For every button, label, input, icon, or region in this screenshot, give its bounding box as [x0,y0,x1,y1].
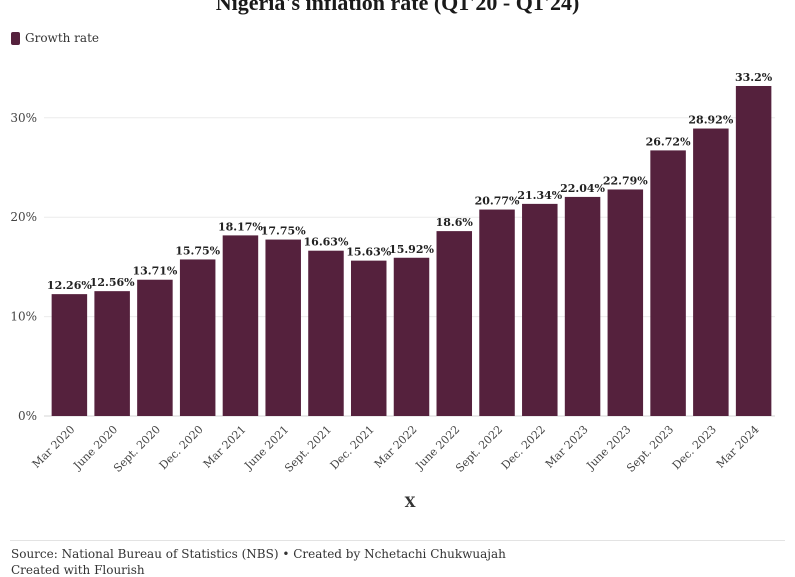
bar[interactable] [650,150,686,416]
y-axis: 0% 10% 20% 30% [10,111,37,423]
bar[interactable] [564,196,601,416]
bar[interactable] [94,291,130,416]
bar[interactable] [436,231,473,416]
data-label: 12.56% [90,276,135,289]
legend-label: Growth rate [25,31,99,45]
y-tick-label: 20% [10,210,37,224]
bars [51,85,772,416]
bar[interactable] [693,128,729,416]
bar-chart: 0% 10% 20% 30% 12.26%12.56%13.71% 15.75% 18.1… [10,71,775,511]
data-label: 22.04% [560,182,605,195]
bar[interactable] [393,257,430,416]
data-label: 22.79% [603,174,648,187]
data-label: 15.75% [175,244,220,257]
bar[interactable] [350,260,387,416]
bar[interactable] [479,209,515,416]
x-tick-label: Dec. 2022 [499,423,548,472]
bar[interactable] [735,85,772,416]
x-tick-label: Dec. 2023 [670,423,719,472]
y-tick-label: 10% [10,310,37,324]
footer-divider [10,540,785,541]
data-labels: 12.26%12.56%13.71% 15.75% 18.17%17.75%16.6… [47,71,773,292]
data-label: 13.71% [132,265,177,278]
data-label: 28.92% [688,114,733,127]
data-label: 12.26% [47,279,92,292]
x-tick-label: Dec. 2021 [328,423,377,472]
chart-title: Nigeria's inflation rate (Q1'20 - Q1'24) [215,0,580,15]
legend[interactable]: Growth rate [11,31,99,45]
x-axis-title: X [405,495,416,511]
data-label: 26.72% [646,135,691,148]
bar[interactable] [222,235,259,416]
y-tick-label: 0% [18,409,37,423]
x-tick-label: Mar 2024 [714,423,762,471]
bar[interactable] [265,239,301,416]
data-label: 18.6% [436,216,474,229]
data-label: 16.63% [304,236,349,249]
bar[interactable] [522,203,558,416]
x-tick-label: Dec. 2020 [157,423,206,472]
credit-link[interactable]: Created with Flourish [11,563,145,577]
source-note: Source: National Bureau of Statistics (N… [11,547,506,561]
y-tick-label: 30% [10,111,37,125]
bar[interactable] [179,259,216,416]
legend-swatch [11,31,20,45]
data-label: 33.2% [735,71,773,84]
data-label: 17.75% [261,225,306,238]
data-label: 15.63% [346,246,391,259]
bar[interactable] [137,279,173,416]
bar[interactable] [607,189,644,416]
data-label: 21.34% [517,189,562,202]
data-label: 20.77% [475,195,520,208]
bar[interactable] [51,294,88,416]
data-label: 15.92% [389,243,434,256]
bar[interactable] [308,250,344,416]
data-label: 18.17% [218,220,263,233]
